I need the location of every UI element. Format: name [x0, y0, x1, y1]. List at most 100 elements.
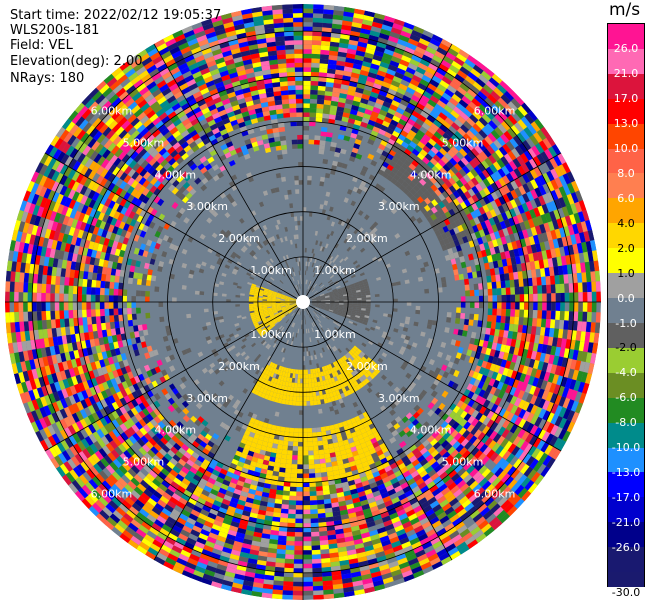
velocity-gate: [182, 393, 189, 401]
velocity-gate: [570, 203, 578, 215]
velocity-gate: [391, 516, 401, 524]
velocity-gate: [154, 535, 166, 545]
velocity-gate: [556, 337, 563, 348]
velocity-gate: [262, 341, 267, 346]
velocity-gate: [520, 129, 530, 141]
velocity-gate: [417, 276, 424, 282]
velocity-gate: [273, 338, 278, 344]
velocity-gate: [292, 308, 297, 312]
velocity-gate: [372, 54, 383, 62]
velocity-gate: [301, 324, 303, 330]
velocity-gate: [345, 380, 351, 386]
velocity-gate: [337, 312, 343, 315]
velocity-gate: [409, 141, 418, 149]
velocity-gate: [334, 304, 339, 306]
velocity-gate: [520, 332, 527, 342]
velocity-gate: [547, 258, 554, 268]
velocity-gate: [306, 279, 308, 285]
velocity-gate: [260, 315, 266, 319]
velocity-gate: [436, 527, 447, 537]
velocity-gate: [251, 317, 257, 321]
velocity-gate: [245, 529, 255, 537]
velocity-gate: [416, 217, 423, 224]
velocity-gate: [343, 295, 348, 298]
velocity-gate: [492, 335, 499, 344]
velocity-gate: [332, 511, 341, 517]
velocity-gate: [554, 177, 563, 189]
velocity-gate: [361, 93, 370, 101]
velocity-gate: [478, 414, 487, 424]
velocity-gate: [64, 396, 72, 407]
velocity-gate: [417, 141, 426, 149]
velocity-gate: [571, 411, 580, 424]
velocity-gate: [510, 370, 518, 380]
velocity-gate: [509, 170, 519, 181]
velocity-gate: [100, 426, 109, 436]
velocity-gate: [453, 269, 459, 276]
velocity-gate: [332, 361, 337, 367]
velocity-gate: [149, 543, 161, 553]
velocity-gate: [533, 461, 543, 472]
velocity-gate: [332, 160, 338, 167]
velocity-gate: [91, 421, 101, 432]
velocity-gate: [322, 113, 330, 119]
velocity-gate: [287, 372, 291, 378]
velocity-gate: [430, 461, 440, 470]
velocity-gate: [456, 408, 464, 417]
velocity-gate: [323, 448, 330, 454]
velocity-gate: [262, 319, 268, 324]
velocity-gate: [330, 302, 335, 305]
velocity-gate: [492, 260, 499, 269]
velocity-gate: [505, 316, 511, 324]
velocity-gate: [321, 558, 331, 564]
velocity-gate: [282, 348, 286, 353]
velocity-gate: [313, 400, 318, 406]
velocity-gate: [473, 258, 480, 266]
velocity-gate: [121, 381, 129, 390]
velocity-gate: [303, 545, 312, 551]
velocity-gate: [273, 580, 284, 586]
velocity-gate: [279, 380, 284, 386]
velocity-gate: [318, 449, 325, 455]
velocity-gate: [251, 591, 263, 598]
velocity-gate: [482, 399, 491, 409]
velocity-gate: [491, 442, 501, 453]
velocity-gate: [398, 561, 410, 570]
velocity-gate: [376, 449, 384, 457]
velocity-gate: [479, 151, 488, 161]
velocity-gate: [496, 381, 504, 391]
velocity-gate: [535, 243, 542, 253]
velocity-gate: [429, 111, 439, 120]
velocity-gate: [145, 473, 155, 482]
velocity-gate: [87, 423, 97, 434]
velocity-gate: [292, 322, 295, 328]
velocity-gate: [219, 468, 228, 476]
velocity-gate: [349, 388, 355, 394]
velocity-gate: [161, 369, 168, 377]
velocity-gate: [505, 287, 511, 295]
velocity-gate: [140, 341, 147, 348]
velocity-gate: [367, 558, 378, 565]
velocity-gate: [546, 181, 555, 192]
velocity-gate: [366, 370, 372, 376]
velocity-gate: [228, 482, 237, 489]
velocity-gate: [355, 384, 362, 391]
velocity-gate: [119, 452, 129, 463]
velocity-gate: [508, 377, 516, 387]
velocity-gate: [363, 319, 369, 323]
velocity-gate: [290, 305, 295, 308]
velocity-gate: [298, 437, 303, 442]
velocity-gate: [422, 489, 432, 498]
velocity-gate: [203, 470, 212, 478]
velocity-gate: [84, 371, 91, 381]
velocity-gate: [527, 469, 537, 480]
velocity-gate: [320, 45, 330, 51]
velocity-gate: [469, 509, 480, 519]
velocity-gate: [429, 500, 440, 509]
velocity-gate: [18, 371, 26, 383]
velocity-gate: [427, 194, 435, 202]
velocity-gate: [468, 226, 475, 235]
velocity-gate: [311, 322, 314, 328]
velocity-gate: [567, 224, 575, 236]
velocity-gate: [307, 437, 313, 442]
